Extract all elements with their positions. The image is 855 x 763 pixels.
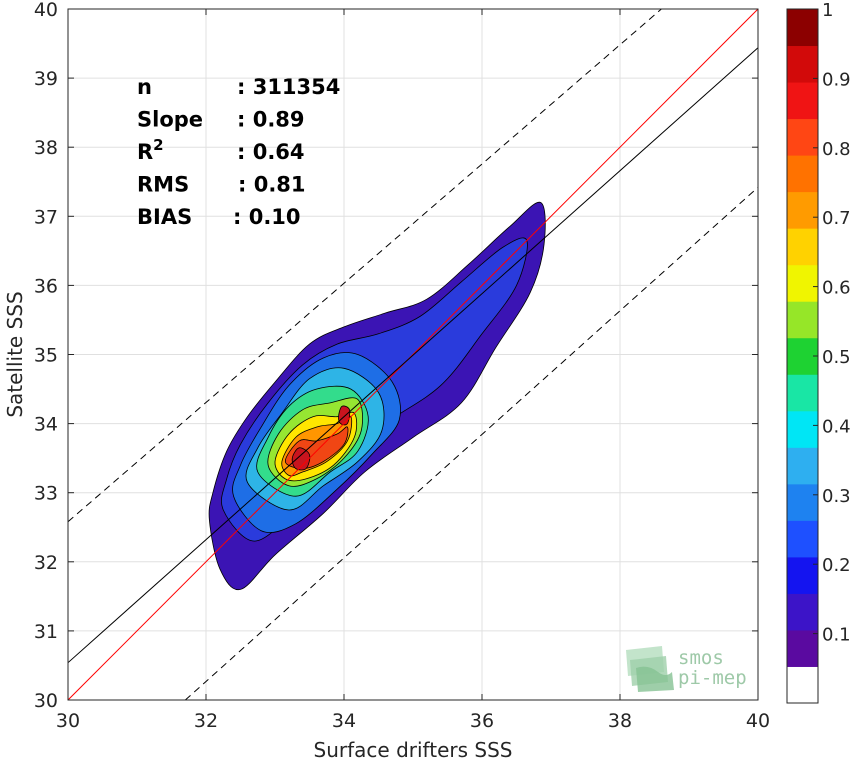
stat-value-r: : 0.64 <box>237 140 305 164</box>
statistics-box: n : 311354 Slope : 0.89 R2 : 0.64 RMS : 0.81 BIA… <box>137 75 340 229</box>
x-tick-label: 34 <box>332 710 356 732</box>
colorbar-segment <box>787 337 818 375</box>
smos-pi-mep-logo: smos pi-mep <box>626 646 747 692</box>
colorbar-tick-label: 0.8 <box>822 139 851 160</box>
colorbar-segment <box>787 410 818 448</box>
colorbar-tick-label: 0.4 <box>822 416 851 437</box>
x-tick-label: 38 <box>608 710 632 732</box>
y-tick-label: 30 <box>34 690 58 712</box>
colorbar-segment <box>787 666 818 704</box>
colorbar-tick-label: 0.9 <box>822 69 851 90</box>
colorbar-segment <box>787 374 818 412</box>
colorbar-segment <box>787 264 818 302</box>
stat-label-n: n <box>137 75 152 99</box>
colorbar-tick-label: 0.3 <box>822 486 851 507</box>
y-tick-label: 38 <box>34 137 58 159</box>
y-tick-label: 36 <box>34 275 58 297</box>
colorbar-segment <box>787 301 818 339</box>
x-tick-label: 36 <box>470 710 494 732</box>
stat-label-slope: Slope <box>137 108 203 132</box>
logo-text-line1: smos <box>678 647 724 669</box>
x-axis-ticks: 30 32 34 36 38 40 <box>56 9 770 732</box>
y-tick-label: 39 <box>34 68 58 90</box>
reference-lines <box>67 8 759 701</box>
stat-value-rms: : 0.81 <box>238 173 306 197</box>
y-tick-label: 31 <box>34 621 58 643</box>
colorbar-tick-label: 0.2 <box>822 555 851 576</box>
logo-waves-icon <box>626 646 674 692</box>
colorbar-segment <box>787 118 818 156</box>
x-tick-label: 40 <box>746 710 770 732</box>
x-tick-label: 32 <box>194 710 218 732</box>
colorbar-segment <box>787 191 818 229</box>
colorbar-segment <box>787 520 818 558</box>
y-tick-label: 35 <box>34 345 58 367</box>
density-contour-0_95 <box>291 447 311 471</box>
stat-value-bias: : 0.10 <box>233 205 301 229</box>
colorbar-segment <box>787 483 818 521</box>
colorbar-tick-label: 0.1 <box>822 625 851 646</box>
colorbar-segment <box>787 593 818 631</box>
logo-text-line2: pi-mep <box>678 667 747 689</box>
one-to-one-line <box>67 8 759 701</box>
y-tick-label: 37 <box>34 206 58 228</box>
y-tick-label: 32 <box>34 552 58 574</box>
colorbar-segment <box>787 447 818 485</box>
colorbar: 0.1 0.2 0.3 0.4 0.5 0.6 0.7 0.8 0.9 1 <box>786 0 851 704</box>
colorbar-segment <box>787 629 818 667</box>
x-tick-label: 30 <box>56 710 80 732</box>
density-contour-0_95 <box>338 405 351 426</box>
stat-value-n: : 311354 <box>237 75 340 99</box>
y-tick-label: 40 <box>34 0 58 21</box>
colorbar-segment <box>787 82 818 120</box>
y-axis-title: Satellite SSS <box>3 291 27 417</box>
colorbar-segment <box>787 9 818 47</box>
colorbar-segment <box>787 155 818 193</box>
density-contours <box>208 201 546 591</box>
colorbar-tick-label: 0.5 <box>822 347 851 368</box>
stat-label-rms: RMS <box>137 173 189 197</box>
colorbar-segment <box>787 556 818 594</box>
colorbar-tick-label: 1 <box>822 0 833 21</box>
x-axis-title: Surface drifters SSS <box>314 738 513 762</box>
y-tick-label: 33 <box>34 483 58 505</box>
stat-label-r: R2 <box>137 136 164 164</box>
colorbar-segment <box>787 228 818 266</box>
lower-bound-line <box>184 186 759 701</box>
y-tick-label: 34 <box>34 414 58 436</box>
stat-label-bias: BIAS <box>137 205 192 229</box>
colorbar-tick-label: 0.7 <box>822 208 851 229</box>
regression-line <box>67 47 759 664</box>
upper-bound-line <box>67 8 662 523</box>
colorbar-segment <box>787 45 818 83</box>
stat-value-slope: : 0.89 <box>237 108 305 132</box>
y-axis-ticks: 30 31 32 33 34 35 36 37 38 39 40 <box>34 0 758 712</box>
stat-superscript: 2 <box>153 136 163 154</box>
colorbar-tick-label: 0.6 <box>822 278 851 299</box>
